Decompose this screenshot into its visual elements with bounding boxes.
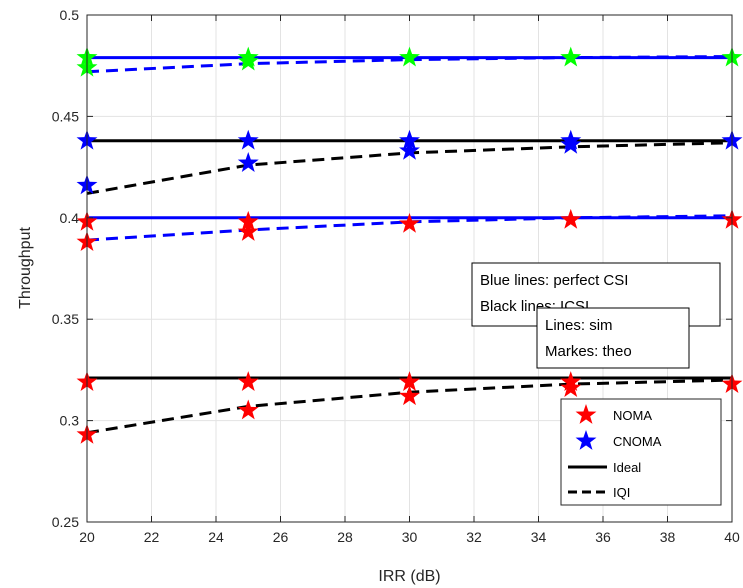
- series-line-blue-dashed: [86, 55, 733, 74]
- legend: NOMA CNOMA Ideal IQI: [560, 398, 722, 506]
- data-point-star-green: [237, 50, 259, 71]
- y-tick-label: 0.3: [60, 413, 80, 429]
- legend-symbol-cnoma: [575, 430, 597, 450]
- y-tick-label: 0.25: [52, 514, 79, 530]
- data-point-star-green: [399, 46, 420, 67]
- data-point-star-red: [237, 399, 259, 420]
- data-point-star-red: [399, 212, 420, 233]
- x-tick-label: 38: [660, 529, 676, 545]
- x-tick-label: 34: [531, 529, 547, 545]
- x-tick-label: 28: [337, 529, 353, 545]
- y-axis-label: Throughput: [17, 227, 34, 309]
- x-tick-label: 20: [79, 529, 95, 545]
- data-point-star-blue: [560, 133, 582, 154]
- data-point-star-blue: [399, 129, 420, 150]
- annotation-sim-line-2: Markes: theo: [545, 343, 632, 360]
- y-tick-label: 0.35: [52, 311, 79, 327]
- y-tick-label: 0.45: [52, 108, 79, 124]
- legend-symbols: [568, 404, 607, 494]
- legend-label-noma: NOMA: [613, 408, 652, 423]
- x-tick-label: 40: [724, 529, 740, 545]
- x-tick-label: 30: [402, 529, 418, 545]
- data-point-star-red: [237, 221, 259, 241]
- data-point-star-red: [237, 371, 259, 391]
- x-tick-label: 32: [466, 529, 482, 545]
- x-tick-label: 22: [144, 529, 160, 545]
- data-point-star-red: [399, 371, 420, 391]
- data-point-star-red: [560, 377, 582, 398]
- annotation-sim-box: Lines: sim Markes: theo: [536, 307, 690, 369]
- x-axis-label: IRR (dB): [378, 568, 440, 585]
- data-point-star-green: [560, 46, 582, 67]
- data-point-star-blue: [399, 139, 420, 160]
- data-point-star-red: [237, 210, 259, 231]
- axis-ticks: 20 22 24 26 28 30 32 34 36 38 40 0.25 0.3 0.35 0.4 0.45…: [52, 7, 740, 545]
- y-tick-label: 0.4: [60, 210, 80, 226]
- legend-label-cnoma: CNOMA: [613, 434, 662, 449]
- annotation-csi-line-1: Blue lines: perfect CSI: [480, 272, 628, 289]
- x-tick-label: 26: [273, 529, 289, 545]
- legend-label-ideal: Ideal: [613, 460, 641, 475]
- y-tick-label: 0.5: [60, 7, 80, 23]
- x-tick-label: 36: [595, 529, 611, 545]
- x-tick-label: 24: [208, 529, 224, 545]
- legend-label-iqi: IQI: [613, 485, 630, 500]
- data-point-star-red: [399, 385, 420, 406]
- data-point-star-blue: [237, 129, 259, 150]
- legend-symbol-noma: [575, 404, 597, 424]
- data-point-star-blue: [237, 152, 259, 172]
- annotation-sim-line-1: Lines: sim: [545, 317, 613, 334]
- data-point-star-red: [560, 208, 582, 229]
